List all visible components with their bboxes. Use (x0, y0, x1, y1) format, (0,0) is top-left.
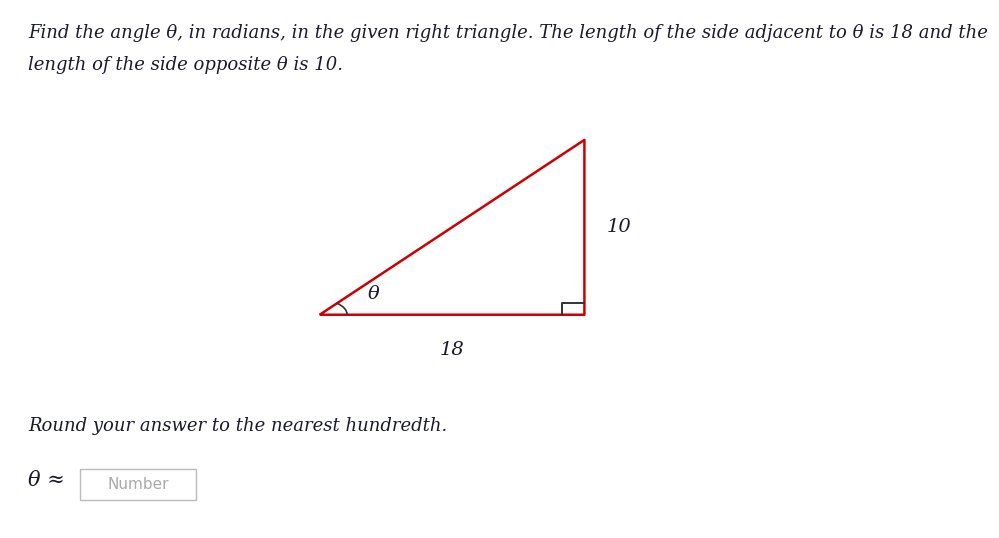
Text: Round your answer to the nearest hundredth.: Round your answer to the nearest hundred… (28, 417, 448, 435)
Text: 10: 10 (606, 218, 631, 236)
Text: θ: θ (368, 285, 380, 303)
Text: Find the angle θ, in radians, in the given right triangle. The length of the sid: Find the angle θ, in radians, in the giv… (28, 24, 988, 42)
Text: θ ≈: θ ≈ (28, 471, 65, 490)
Text: length of the side opposite θ is 10.: length of the side opposite θ is 10. (28, 56, 343, 74)
Text: 18: 18 (440, 341, 465, 358)
Text: Number: Number (107, 477, 169, 492)
FancyBboxPatch shape (80, 469, 196, 500)
